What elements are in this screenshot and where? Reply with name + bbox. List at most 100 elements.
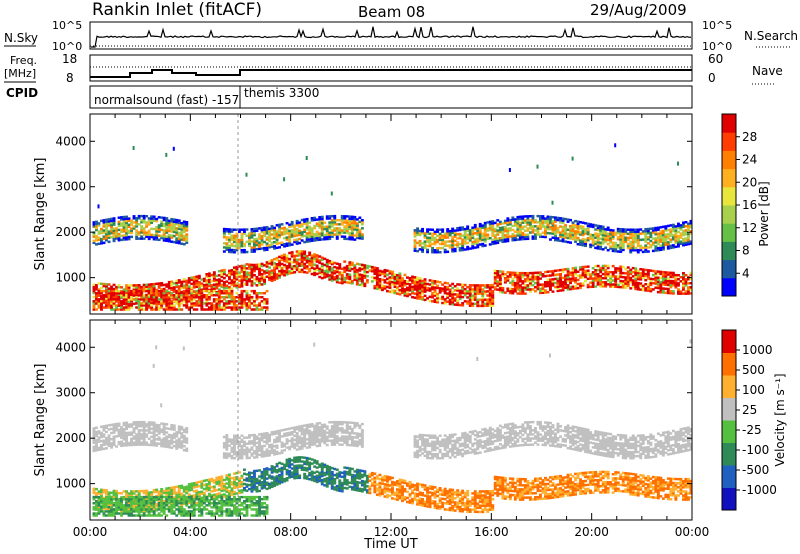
data-cell [115, 231, 119, 234]
data-cell [619, 273, 623, 277]
data-cell [518, 225, 522, 229]
data-cell [353, 234, 357, 237]
data-cell [142, 502, 146, 505]
data-cell [308, 257, 312, 261]
data-cell [122, 219, 126, 223]
data-cell [350, 227, 354, 231]
data-cell [521, 292, 525, 295]
data-cell [355, 277, 359, 280]
data-cell [619, 267, 623, 270]
data-cell [671, 229, 675, 233]
data-cell [333, 269, 337, 273]
data-cell [248, 244, 251, 247]
data-cell [260, 247, 264, 250]
data-cell [122, 298, 126, 301]
data-cell [117, 506, 121, 509]
data-cell [102, 425, 106, 428]
data-cell [561, 238, 565, 241]
data-cell [559, 275, 563, 278]
data-cell [112, 512, 116, 515]
data-cell [488, 292, 492, 295]
data-cell [461, 234, 465, 237]
data-cell [579, 243, 583, 246]
data-cell [338, 229, 342, 232]
data-cell [238, 294, 241, 297]
data-cell [636, 275, 640, 279]
data-cell [102, 427, 106, 430]
data-cell [97, 440, 101, 443]
data-cell [488, 228, 492, 232]
data-cell [416, 297, 420, 300]
data-cell [626, 244, 630, 248]
data-cell [120, 440, 124, 444]
data-cell [142, 504, 146, 507]
data-cell [571, 156, 574, 161]
data-cell [130, 219, 134, 222]
data-cell [182, 300, 186, 303]
data-cell [305, 236, 309, 239]
data-cell [125, 219, 129, 223]
data-cell [666, 241, 670, 244]
data-cell [436, 299, 440, 302]
data-cell [574, 277, 578, 280]
data-cell [275, 240, 279, 243]
data-cell [333, 214, 337, 218]
data-cell [295, 262, 299, 265]
data-cell [140, 498, 144, 501]
data-cell [561, 268, 565, 271]
data-cell [634, 234, 638, 238]
data-cell [243, 250, 246, 254]
data-cell [228, 294, 231, 297]
data-cell [636, 286, 640, 289]
data-cell [140, 433, 144, 436]
data-cell [461, 240, 465, 244]
data-cell [270, 237, 274, 240]
data-cell [446, 250, 450, 254]
data-cell [478, 239, 482, 242]
data-cell [160, 498, 164, 501]
data-cell [486, 290, 490, 293]
data-cell [591, 285, 595, 288]
data-cell [651, 237, 655, 240]
data-cell [491, 298, 495, 301]
data-cell [418, 287, 422, 290]
data-cell [150, 306, 154, 309]
data-cell [238, 265, 241, 268]
data-cell [248, 273, 251, 277]
data-cell [270, 227, 274, 230]
data-cell [375, 275, 379, 278]
data-cell [466, 286, 470, 289]
data-cell [531, 277, 535, 281]
data-cell [471, 228, 475, 231]
data-cell [360, 227, 364, 230]
data-cell [295, 258, 299, 261]
data-cell [228, 292, 231, 295]
data-cell [516, 226, 520, 229]
data-cell [162, 283, 166, 287]
data-cell [258, 235, 262, 238]
data-cell [463, 236, 467, 239]
data-cell [416, 241, 420, 245]
data-cell [147, 304, 151, 307]
data-cell [308, 251, 312, 254]
data-cell [599, 229, 603, 232]
data-cell [421, 298, 425, 301]
data-cell [300, 252, 304, 255]
data-cell [526, 286, 530, 289]
data-cell [626, 246, 630, 250]
data-cell [571, 227, 575, 231]
data-cell [641, 284, 645, 288]
data-cell [233, 240, 236, 244]
data-cell [240, 249, 244, 252]
data-cell [125, 308, 129, 311]
data-cell [674, 239, 678, 242]
data-cell [478, 229, 482, 232]
data-cell [233, 282, 236, 286]
data-cell [639, 246, 643, 250]
data-cell [569, 287, 573, 291]
data-cell [411, 287, 415, 291]
data-cell [481, 226, 485, 229]
data-cell [644, 234, 648, 237]
data-cell [243, 266, 246, 270]
data-cell [150, 498, 154, 501]
